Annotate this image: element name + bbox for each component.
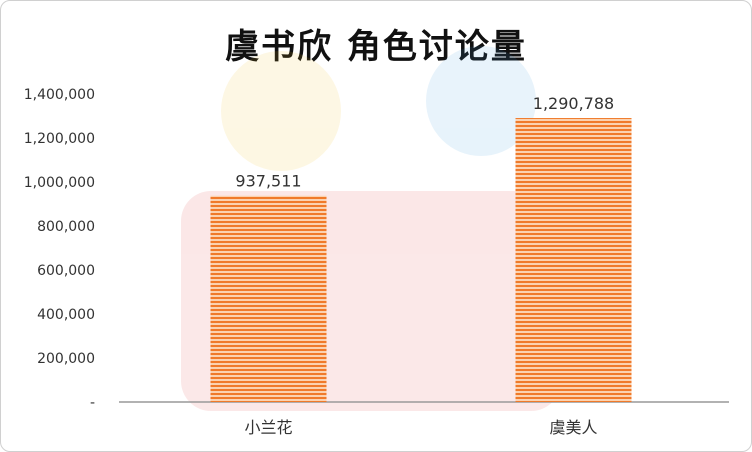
x-tick-label: 小兰花 xyxy=(244,418,292,437)
bar xyxy=(515,118,632,402)
y-tick-label: 1,200,000 xyxy=(24,131,95,147)
y-tick-label: 800,000 xyxy=(37,219,95,235)
chart-title: 虞书欣 角色讨论量 xyxy=(225,27,527,67)
y-tick-label: - xyxy=(90,395,95,411)
y-tick-label: 1,400,000 xyxy=(24,87,95,103)
x-tick-label: 虞美人 xyxy=(549,418,597,437)
data-label: 937,511 xyxy=(235,172,301,191)
y-tick-label: 1,000,000 xyxy=(24,175,95,191)
y-tick-label: 400,000 xyxy=(37,307,95,323)
y-tick-label: 200,000 xyxy=(37,351,95,367)
data-label: 1,290,788 xyxy=(533,94,614,113)
bar xyxy=(210,195,327,402)
y-tick-label: 600,000 xyxy=(37,263,95,279)
